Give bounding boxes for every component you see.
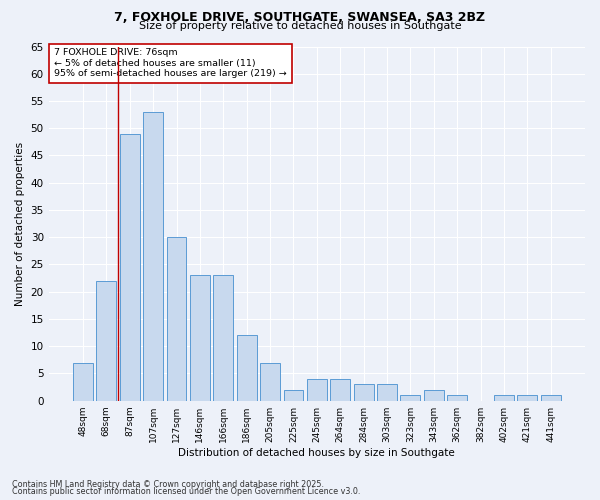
Bar — [237, 336, 257, 400]
Bar — [284, 390, 304, 400]
Bar — [73, 362, 93, 401]
Text: Contains public sector information licensed under the Open Government Licence v3: Contains public sector information licen… — [12, 487, 361, 496]
Bar — [214, 276, 233, 400]
Bar — [143, 112, 163, 401]
Bar — [97, 281, 116, 400]
Text: Size of property relative to detached houses in Southgate: Size of property relative to detached ho… — [139, 21, 461, 31]
Bar — [494, 396, 514, 400]
Bar — [167, 237, 187, 400]
Bar — [447, 396, 467, 400]
Bar — [424, 390, 443, 400]
Bar — [517, 396, 537, 400]
X-axis label: Distribution of detached houses by size in Southgate: Distribution of detached houses by size … — [178, 448, 455, 458]
Text: Contains HM Land Registry data © Crown copyright and database right 2025.: Contains HM Land Registry data © Crown c… — [12, 480, 324, 489]
Bar — [307, 379, 327, 400]
Text: 7 FOXHOLE DRIVE: 76sqm
← 5% of detached houses are smaller (11)
95% of semi-deta: 7 FOXHOLE DRIVE: 76sqm ← 5% of detached … — [54, 48, 287, 78]
Y-axis label: Number of detached properties: Number of detached properties — [15, 142, 25, 306]
Bar — [190, 276, 210, 400]
Text: 7, FOXHOLE DRIVE, SOUTHGATE, SWANSEA, SA3 2BZ: 7, FOXHOLE DRIVE, SOUTHGATE, SWANSEA, SA… — [115, 11, 485, 24]
Bar — [120, 134, 140, 400]
Bar — [541, 396, 560, 400]
Bar — [260, 362, 280, 401]
Bar — [330, 379, 350, 400]
Bar — [377, 384, 397, 400]
Bar — [353, 384, 374, 400]
Bar — [400, 396, 421, 400]
